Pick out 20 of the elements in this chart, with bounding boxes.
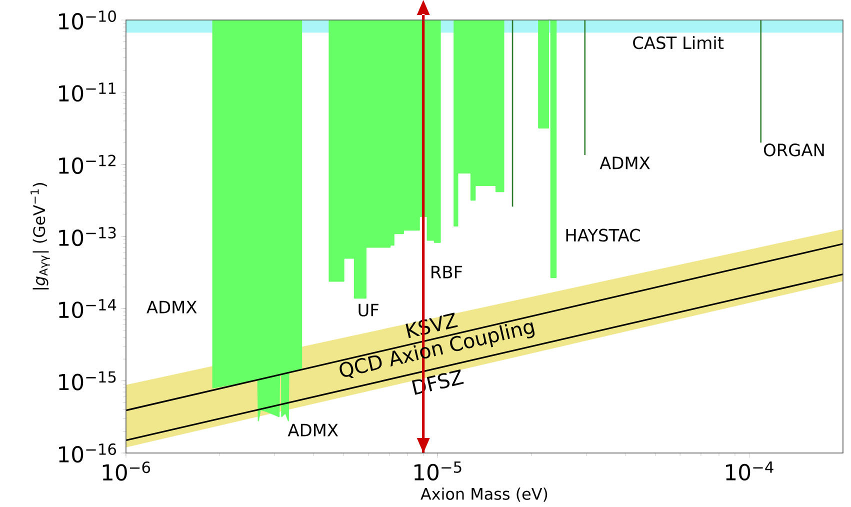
band-label: CAST Limit bbox=[633, 36, 724, 50]
x-tick-label: 10$^{−6}$ bbox=[102, 462, 150, 481]
y-tick-label: 10$^{−14}$ bbox=[59, 299, 116, 318]
x-tick-label: 10$^{−4}$ bbox=[726, 462, 774, 481]
y-tick-label: 10$^{−11}$ bbox=[59, 82, 116, 102]
annotation: ADMX bbox=[600, 156, 650, 170]
x-axis-title: Axion Mass (eV) bbox=[420, 488, 548, 502]
annotation: HAYSTAC bbox=[566, 228, 640, 242]
y-tick-label: 10$^{−15}$ bbox=[59, 371, 116, 390]
annotation: ORGAN bbox=[764, 144, 824, 156]
y-axis-title: |g$_{Aγγ}$| (GeV$^{−1}$) bbox=[30, 183, 50, 290]
y-tick-label: 10$^{−13}$ bbox=[59, 226, 116, 246]
annotation: RBF bbox=[432, 266, 462, 278]
y-tick-label: 10$^{−16}$ bbox=[59, 443, 116, 463]
annotation: UF bbox=[358, 304, 378, 316]
y-tick-label: 10$^{−10}$ bbox=[59, 10, 116, 30]
y-tick-label: 10$^{−12}$ bbox=[59, 154, 116, 174]
annotation: ADMX bbox=[146, 300, 197, 314]
annotation: ADMX bbox=[288, 424, 338, 436]
x-tick-label: 10$^{−5}$ bbox=[414, 462, 462, 481]
